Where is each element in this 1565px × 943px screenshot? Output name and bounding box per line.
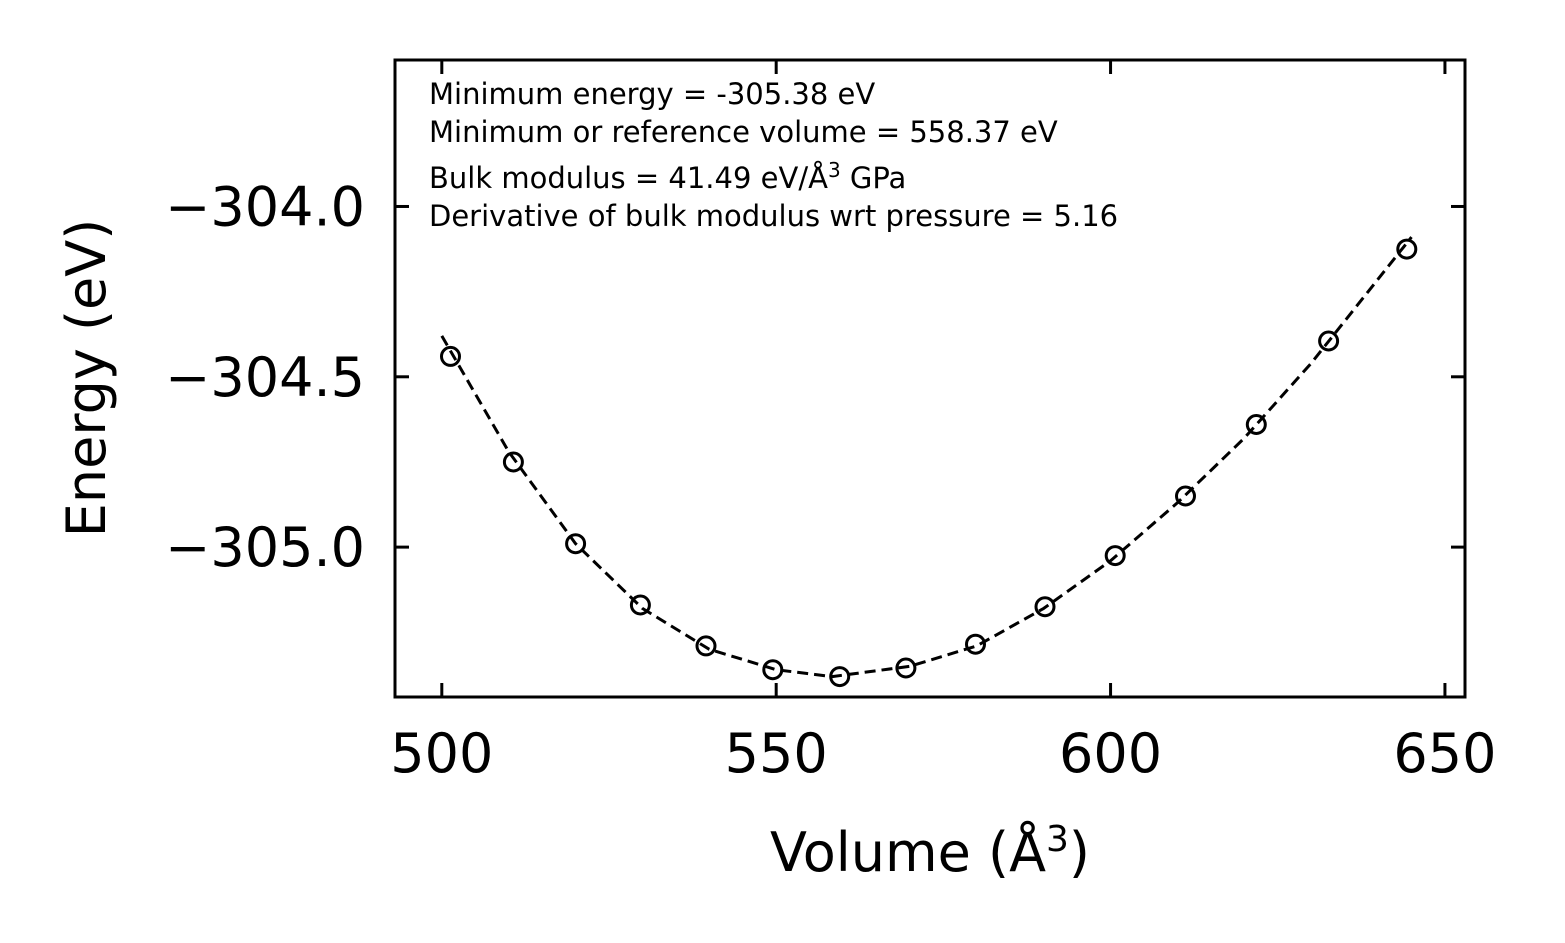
plot-frame xyxy=(393,58,1467,699)
fit-curve xyxy=(440,236,1413,679)
y-axis-ticks: −304.0 −304.5 −305.0 xyxy=(165,175,1465,579)
data-point xyxy=(1034,596,1056,618)
y-axis-title: Energy (eV) xyxy=(55,219,118,538)
annotation-bulk-derivative: Derivative of bulk modulus wrt pressure … xyxy=(429,199,1118,233)
data-point xyxy=(1245,414,1267,435)
y-tick-label: −305.0 xyxy=(165,516,365,579)
data-point xyxy=(695,635,717,657)
x-axis-ticks: 500 550 600 650 xyxy=(390,60,1496,785)
data-point xyxy=(440,345,461,367)
data-point xyxy=(629,594,651,616)
data-point xyxy=(762,659,784,681)
x-axis-title: Volume (Å3) xyxy=(770,819,1090,884)
data-point xyxy=(502,451,524,473)
data-point xyxy=(1318,330,1340,352)
fit-annotations: Minimum energy = -305.38 eV Minimum or r… xyxy=(429,77,1118,233)
x-tick-label: 600 xyxy=(1059,722,1162,785)
data-points-layer xyxy=(440,238,1418,688)
fit-curve-layer xyxy=(440,236,1413,679)
annotation-min-energy: Minimum energy = -305.38 eV xyxy=(429,77,875,111)
x-tick-label: 650 xyxy=(1393,722,1496,785)
data-point xyxy=(1104,545,1126,567)
y-tick-label: −304.5 xyxy=(165,346,365,409)
data-point xyxy=(1175,485,1196,507)
x-tick-label: 550 xyxy=(725,722,828,785)
data-point xyxy=(829,666,851,688)
data-point xyxy=(965,633,986,655)
data-point xyxy=(895,657,917,679)
x-tick-label: 500 xyxy=(390,722,493,785)
data-point xyxy=(1396,238,1418,260)
data-point xyxy=(565,533,587,555)
y-tick-label: −304.0 xyxy=(165,175,365,238)
annotation-reference-volume: Minimum or reference volume = 558.37 eV xyxy=(429,115,1058,149)
annotation-bulk-modulus: Bulk modulus = 41.49 eV/Å3 GPa xyxy=(429,158,906,195)
